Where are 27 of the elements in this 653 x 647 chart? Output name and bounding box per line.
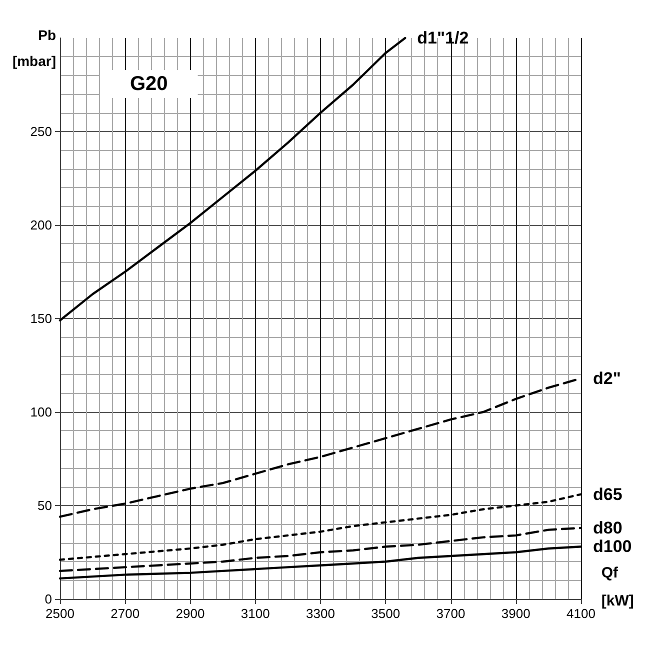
series-label: d65 xyxy=(593,484,622,504)
series-label: d80 xyxy=(593,518,622,538)
line-series xyxy=(58,36,406,322)
x-tick-label: 3500 xyxy=(371,606,400,621)
x-tick-label: 3900 xyxy=(501,606,530,621)
line-series xyxy=(58,546,582,580)
y-tick-label: 200 xyxy=(30,218,52,232)
annotation: G20 xyxy=(130,73,168,95)
x-tick-label: 2500 xyxy=(46,606,74,621)
x-tick-label: 2900 xyxy=(176,606,205,621)
y-tick-label: 0 xyxy=(44,592,52,606)
x-tick-label: 3300 xyxy=(306,606,335,621)
line-series xyxy=(58,526,582,572)
x-axis-title: Qf [kW] xyxy=(601,564,634,610)
y-tick-label: 50 xyxy=(38,498,52,513)
y-tick-label: 100 xyxy=(30,404,52,420)
y-axis-title: Pb [mbar] xyxy=(12,27,56,69)
series-label: d1"1/2 xyxy=(417,28,469,48)
y-tick-label: 150 xyxy=(30,311,52,326)
series-label: d2" xyxy=(593,368,621,388)
line-series xyxy=(58,493,582,561)
x-tick-label: 4100 xyxy=(566,606,596,621)
x-tick-label: 3700 xyxy=(436,606,466,621)
x-tick-label: 3100 xyxy=(240,606,270,621)
x-tick-label: 2700 xyxy=(110,606,140,621)
series-label: d100 xyxy=(593,537,632,556)
y-tick-label: 250 xyxy=(30,124,52,139)
